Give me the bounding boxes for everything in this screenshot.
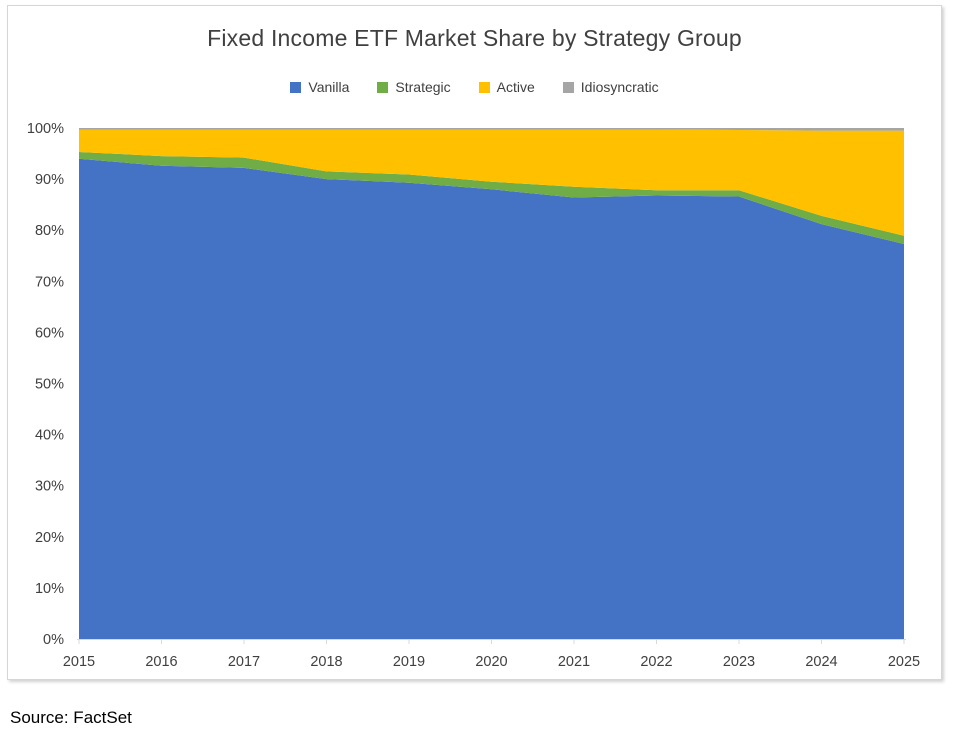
y-axis-label: 100% (27, 121, 64, 137)
y-axis-label: 80% (35, 223, 64, 239)
legend-swatch-icon (562, 81, 574, 93)
y-axis-label: 20% (35, 530, 64, 546)
legend-label: Idiosyncratic (580, 79, 659, 95)
x-axis-label: 2018 (310, 654, 342, 670)
area-strategic (79, 152, 904, 244)
source-note: Source: FactSet (10, 708, 132, 727)
y-axis-label: 90% (35, 172, 64, 188)
legend-item-vanilla: Vanilla (290, 79, 349, 95)
chart-legend: Vanilla Strategic Active Idiosyncratic (8, 79, 941, 95)
x-axis-label: 2024 (805, 654, 837, 670)
legend-item-strategic: Strategic (377, 79, 451, 95)
y-axis-label: 60% (35, 325, 64, 341)
legend-item-active: Active (478, 79, 535, 95)
legend-item-idiosyncratic: Idiosyncratic (562, 79, 659, 95)
x-axis-label: 2017 (228, 654, 260, 670)
x-axis-label: 2016 (145, 654, 177, 670)
x-axis-label: 2021 (558, 654, 590, 670)
chart-card: Fixed Income ETF Market Share by Strateg… (7, 5, 942, 680)
y-axis-label: 40% (35, 428, 64, 444)
y-axis-label: 70% (35, 274, 64, 290)
y-axis-label: 50% (35, 377, 64, 393)
y-axis-label: 0% (43, 632, 64, 648)
legend-label: Active (496, 79, 535, 95)
x-axis-label: 2020 (475, 654, 507, 670)
x-axis-label: 2019 (393, 654, 425, 670)
x-axis-label: 2023 (723, 654, 755, 670)
y-axis-label: 30% (35, 479, 64, 495)
stacked-area-plot: 2015 2016 2017 2018 2019 2020 2021 2022 2023 2024… (27, 121, 920, 670)
legend-label: Vanilla (308, 79, 350, 95)
legend-swatch-icon (290, 81, 302, 93)
y-axis-label: 10% (35, 581, 64, 597)
legend-swatch-icon (377, 81, 389, 93)
x-axis-label: 2022 (640, 654, 672, 670)
legend-label: Strategic (395, 79, 451, 95)
x-axis-label: 2015 (63, 654, 95, 670)
area-vanilla (79, 158, 904, 639)
x-axis-label: 2025 (888, 654, 920, 670)
area-idiosyncratic (79, 128, 904, 131)
legend-swatch-icon (478, 81, 490, 93)
chart-title: Fixed Income ETF Market Share by Strateg… (207, 25, 742, 51)
area-active (79, 129, 904, 236)
